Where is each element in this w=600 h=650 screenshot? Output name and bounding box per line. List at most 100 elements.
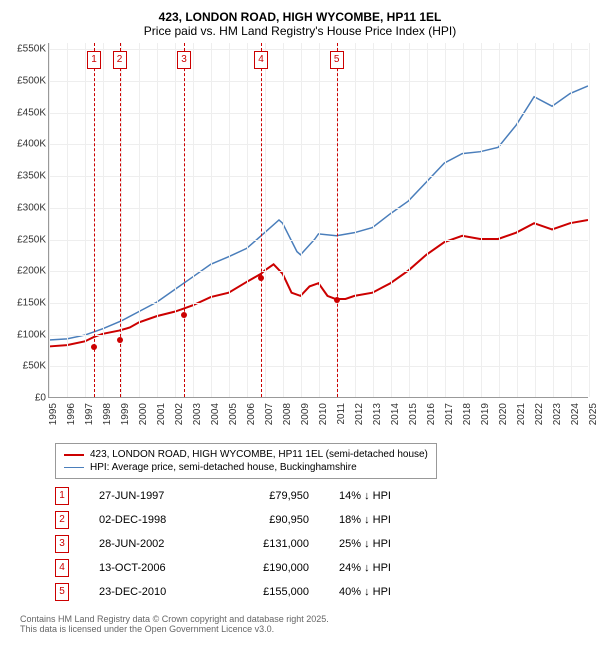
y-tick-label: £50K [23, 361, 46, 372]
x-tick-label: 2021 [516, 403, 527, 425]
sale-row-marker: 2 [55, 511, 69, 529]
y-tick-label: £100K [17, 329, 46, 340]
sale-row-marker: 3 [55, 535, 69, 553]
sale-diff: 18% ↓ HPI [339, 514, 429, 526]
grid-line [427, 43, 428, 397]
footer-line-2: This data is licensed under the Open Gov… [20, 624, 590, 634]
sale-row-marker: 1 [55, 487, 69, 505]
chart-subtitle: Price paid vs. HM Land Registry's House … [10, 24, 590, 38]
grid-line [49, 43, 50, 397]
sales-row: 3 28-JUN-2002 £131,000 25% ↓ HPI [55, 532, 590, 556]
x-tick-label: 1999 [120, 403, 131, 425]
sale-diff: 14% ↓ HPI [339, 490, 429, 502]
sale-diff: 24% ↓ HPI [339, 562, 429, 574]
sale-data-point [91, 344, 97, 350]
y-tick-label: £350K [17, 171, 46, 182]
legend-swatch [64, 454, 84, 456]
sale-marker-box: 4 [254, 51, 268, 69]
grid-line [553, 43, 554, 397]
grid-line [103, 43, 104, 397]
sales-row: 5 23-DEC-2010 £155,000 40% ↓ HPI [55, 580, 590, 604]
sale-data-point [334, 297, 340, 303]
x-tick-label: 2017 [444, 403, 455, 425]
sale-marker-box: 2 [113, 51, 127, 69]
sale-price: £131,000 [229, 538, 309, 550]
legend-item: HPI: Average price, semi-detached house,… [64, 461, 428, 474]
y-tick-label: £500K [17, 76, 46, 87]
grid-line [193, 43, 194, 397]
grid-line [571, 43, 572, 397]
y-axis: £0£50K£100K£150K£200K£250K£300K£350K£400… [10, 43, 48, 398]
sale-date: 27-JUN-1997 [99, 490, 199, 502]
sale-diff: 40% ↓ HPI [339, 586, 429, 598]
x-tick-label: 2001 [156, 403, 167, 425]
x-tick-label: 2020 [498, 403, 509, 425]
sale-marker-line [261, 43, 262, 397]
grid-line [319, 43, 320, 397]
x-tick-label: 2002 [174, 403, 185, 425]
x-tick-label: 2003 [192, 403, 203, 425]
grid-line [301, 43, 302, 397]
x-tick-label: 2012 [354, 403, 365, 425]
grid-line [535, 43, 536, 397]
sale-date: 02-DEC-1998 [99, 514, 199, 526]
x-tick-label: 2025 [588, 403, 599, 425]
grid-line [517, 43, 518, 397]
x-tick-label: 1997 [84, 403, 95, 425]
footer: Contains HM Land Registry data © Crown c… [20, 614, 590, 634]
y-tick-label: £250K [17, 234, 46, 245]
y-tick-label: £550K [17, 44, 46, 55]
legend: 423, LONDON ROAD, HIGH WYCOMBE, HP11 1EL… [55, 443, 437, 479]
sale-row-marker: 5 [55, 583, 69, 601]
footer-line-1: Contains HM Land Registry data © Crown c… [20, 614, 590, 624]
sale-date: 23-DEC-2010 [99, 586, 199, 598]
x-tick-label: 2007 [264, 403, 275, 425]
sales-row: 127-JUN-1997£79,95014% ↓ HPI [55, 484, 590, 508]
x-tick-label: 2009 [300, 403, 311, 425]
grid-line [265, 43, 266, 397]
sale-data-point [181, 312, 187, 318]
y-tick-label: £400K [17, 139, 46, 150]
grid-line [67, 43, 68, 397]
sale-marker-box: 5 [330, 51, 344, 69]
grid-line [445, 43, 446, 397]
sale-diff: 25% ↓ HPI [339, 538, 429, 550]
grid-line [481, 43, 482, 397]
sale-price: £90,950 [229, 514, 309, 526]
grid-line [211, 43, 212, 397]
sale-price: £155,000 [229, 586, 309, 598]
x-tick-label: 2022 [534, 403, 545, 425]
sale-data-point [117, 337, 123, 343]
x-tick-label: 1998 [102, 403, 113, 425]
y-tick-label: £150K [17, 297, 46, 308]
x-tick-label: 2005 [228, 403, 239, 425]
y-tick-label: £450K [17, 107, 46, 118]
sale-date: 28-JUN-2002 [99, 538, 199, 550]
x-tick-label: 2014 [390, 403, 401, 425]
x-tick-label: 2019 [480, 403, 491, 425]
sale-data-point [258, 275, 264, 281]
y-tick-label: £200K [17, 266, 46, 277]
chart-title: 423, LONDON ROAD, HIGH WYCOMBE, HP11 1EL [10, 10, 590, 24]
x-tick-label: 2023 [552, 403, 563, 425]
sale-marker-line [120, 43, 121, 397]
x-axis: 1995199619971998199920002001200220032004… [48, 401, 588, 441]
grid-line [463, 43, 464, 397]
x-tick-label: 2024 [570, 403, 581, 425]
grid-line [373, 43, 374, 397]
grid-line [589, 43, 590, 397]
sales-table: 127-JUN-1997£79,95014% ↓ HPI202-DEC-1998… [55, 484, 590, 604]
sale-marker-line [337, 43, 338, 397]
x-tick-label: 2011 [336, 403, 347, 425]
grid-line [121, 43, 122, 397]
grid-line [85, 43, 86, 397]
sales-row: 2 02-DEC-1998 £90,950 18% ↓ HPI [55, 508, 590, 532]
x-tick-label: 2006 [246, 403, 257, 425]
legend-swatch [64, 467, 84, 469]
grid-line [175, 43, 176, 397]
x-tick-label: 2016 [426, 403, 437, 425]
grid-line [139, 43, 140, 397]
legend-label: 423, LONDON ROAD, HIGH WYCOMBE, HP11 1EL… [90, 449, 428, 460]
x-tick-label: 1996 [66, 403, 77, 425]
x-tick-label: 2010 [318, 403, 329, 425]
